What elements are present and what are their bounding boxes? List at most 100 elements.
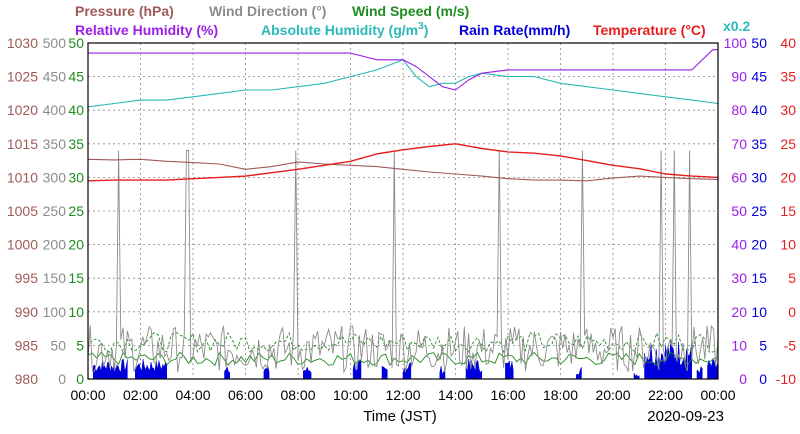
rain-burst — [439, 365, 446, 380]
y-tick-humidity: 10 — [731, 337, 747, 353]
plot-frame — [87, 42, 719, 380]
y-tick-wind-speed: 0 — [76, 371, 84, 387]
x-tick: 08:00 — [280, 387, 315, 403]
y-tick-humidity: 80 — [731, 102, 747, 118]
legend-rain-rate: Rain Rate(mm/h) — [459, 22, 570, 38]
y-tick-wind-speed: 45 — [68, 69, 84, 85]
relative-humidity-line — [88, 49, 718, 91]
y-tick-temperature: 25 — [780, 136, 796, 152]
y-tick-wind-direction: 150 — [43, 270, 67, 286]
y-tick-rain: 50 — [751, 35, 767, 51]
y-tick-humidity: 40 — [731, 237, 747, 253]
y-tick-pressure: 980 — [15, 371, 39, 387]
y-tick-pressure: 1030 — [7, 35, 38, 51]
y-tick-wind-direction: 250 — [43, 203, 67, 219]
y-tick-humidity: 0 — [739, 371, 747, 387]
y-tick-rain: 5 — [759, 337, 767, 353]
y-tick-pressure: 1025 — [7, 69, 38, 85]
y-tick-wind-direction: 400 — [43, 102, 67, 118]
pressure-line — [87, 158, 719, 182]
rain-burst — [505, 359, 514, 380]
y-tick-pressure: 1015 — [7, 136, 38, 152]
y-axes: 1030102510201015101010051000995990985980… — [7, 35, 796, 387]
rain-burst — [302, 366, 312, 380]
rain-burst — [696, 365, 703, 380]
y-tick-wind-direction: 50 — [50, 337, 66, 353]
y-tick-temperature: 5 — [788, 270, 796, 286]
y-tick-humidity: 100 — [724, 35, 748, 51]
y-tick-pressure: 985 — [15, 337, 39, 353]
y-tick-humidity: 70 — [731, 136, 747, 152]
x-tick: 02:00 — [123, 387, 158, 403]
y-tick-humidity: 20 — [731, 304, 747, 320]
wind-speed-gust — [87, 331, 719, 354]
y-tick-rain: 45 — [751, 69, 767, 85]
y-tick-wind-speed: 40 — [68, 102, 84, 118]
chart-date: 2020-09-23 — [647, 408, 724, 425]
y-tick-humidity: 50 — [731, 203, 747, 219]
legend-absolute-humidity: Absolute Humidity (g/m3) — [261, 21, 428, 38]
x-tick: 14:00 — [438, 387, 473, 403]
x-axis-title: Time (JST) — [363, 408, 437, 425]
y-tick-pressure: 1020 — [7, 102, 38, 118]
y-tick-temperature: -5 — [784, 337, 797, 353]
y-tick-wind-speed: 15 — [68, 270, 84, 286]
legend-abs-humidity-scale: x0.2 — [723, 18, 750, 34]
x-tick: 12:00 — [385, 387, 420, 403]
series-layer — [87, 49, 719, 380]
y-tick-wind-direction: 450 — [43, 69, 67, 85]
rain-burst — [92, 358, 128, 380]
x-tick: 20:00 — [595, 387, 630, 403]
y-tick-rain: 10 — [751, 304, 767, 320]
grid — [88, 43, 718, 379]
x-tick: 18:00 — [543, 387, 578, 403]
x-tick: 06:00 — [228, 387, 263, 403]
y-tick-wind-direction: 200 — [43, 237, 67, 253]
rain-burst — [134, 358, 168, 380]
y-tick-temperature: 40 — [780, 35, 796, 51]
y-tick-rain: 15 — [751, 270, 767, 286]
rain-burst — [575, 367, 582, 380]
legend-pressure: Pressure (hPa) — [75, 3, 174, 19]
rain-burst — [381, 365, 388, 380]
y-tick-temperature: 10 — [780, 237, 796, 253]
x-tick: 22:00 — [648, 387, 683, 403]
y-tick-wind-speed: 30 — [68, 169, 84, 185]
y-tick-temperature: 20 — [780, 169, 796, 185]
x-tick: 00:00 — [70, 387, 105, 403]
y-tick-wind-speed: 10 — [68, 304, 84, 320]
y-tick-pressure: 1005 — [7, 203, 38, 219]
rain-burst — [465, 358, 483, 380]
wind-direction-line — [87, 150, 719, 374]
legend-temperature: Temperature (°C) — [593, 22, 706, 38]
y-tick-rain: 25 — [751, 203, 767, 219]
x-axis: 00:00 02:00 04:00 06:00 08:00 10:00 12:00 14:00… — [70, 387, 735, 403]
y-tick-humidity: 60 — [731, 169, 747, 185]
y-tick-humidity: 90 — [731, 69, 747, 85]
y-tick-rain: 40 — [751, 102, 767, 118]
y-tick-temperature: -10 — [776, 371, 796, 387]
legend-wind-speed: Wind Speed (m/s) — [352, 3, 469, 19]
rain-burst — [224, 365, 231, 380]
y-tick-temperature: 35 — [780, 69, 796, 85]
x-tick: 10:00 — [333, 387, 368, 403]
y-tick-temperature: 0 — [788, 304, 796, 320]
y-tick-pressure: 995 — [15, 270, 39, 286]
rain-burst — [644, 340, 693, 380]
y-tick-rain: 35 — [751, 136, 767, 152]
y-tick-wind-speed: 50 — [68, 35, 84, 51]
absolute-humidity-line — [87, 59, 719, 108]
y-tick-wind-direction: 100 — [43, 304, 67, 320]
legend: Pressure (hPa) Wind Direction (°) Wind S… — [75, 3, 750, 38]
y-tick-pressure: 1010 — [7, 169, 38, 185]
y-tick-rain: 0 — [759, 371, 767, 387]
y-tick-pressure: 1000 — [7, 237, 38, 253]
rain-burst — [263, 365, 270, 380]
rain-burst — [402, 362, 412, 380]
y-tick-humidity: 30 — [731, 270, 747, 286]
y-tick-wind-speed: 5 — [76, 337, 84, 353]
y-tick-wind-speed: 35 — [68, 136, 84, 152]
y-tick-temperature: 15 — [780, 203, 796, 219]
y-tick-rain: 30 — [751, 169, 767, 185]
